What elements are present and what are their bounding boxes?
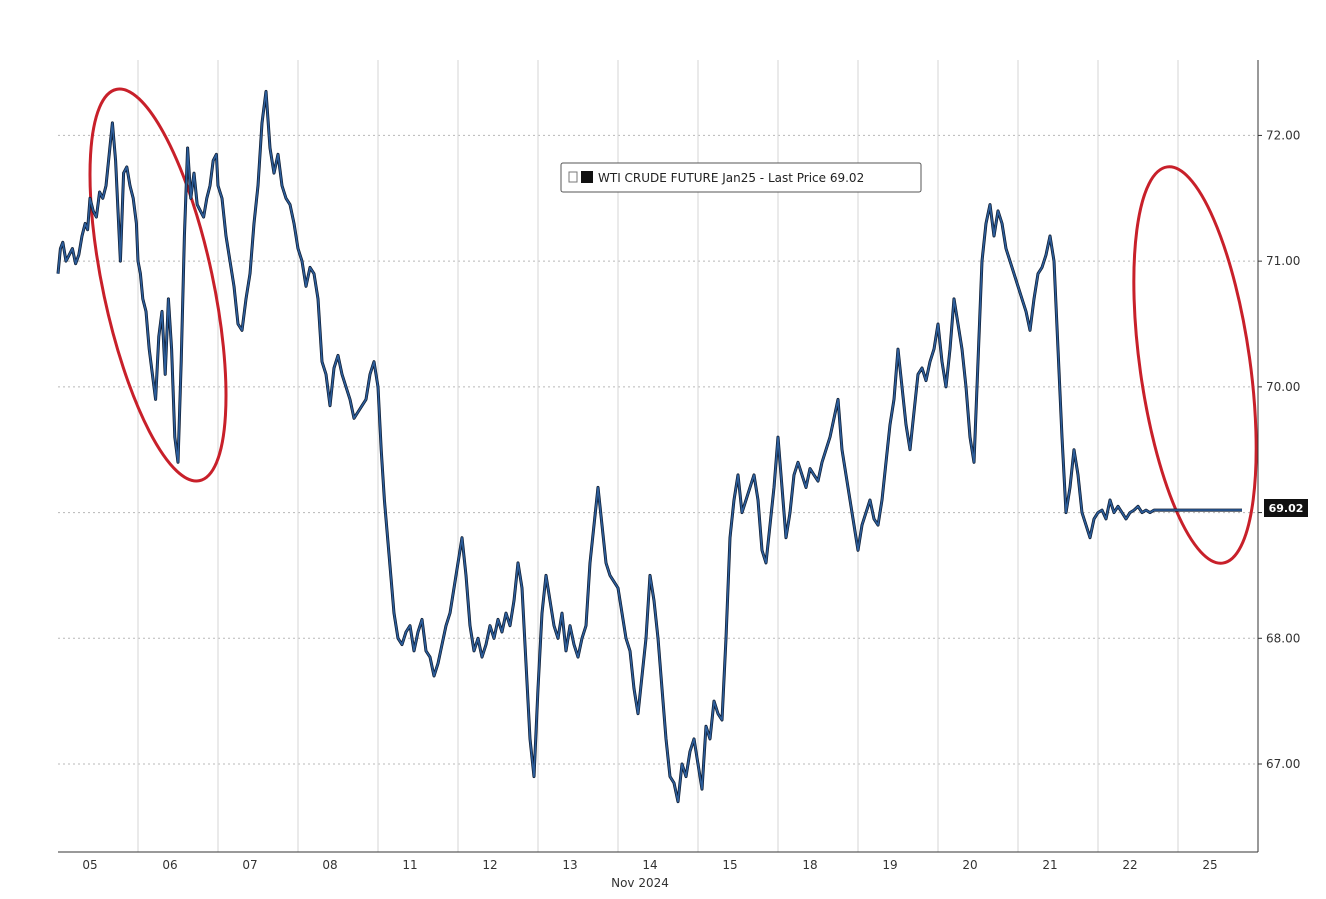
highlight-ellipses [88,87,1258,565]
legend-swatch [581,171,593,183]
x-tick-labels: 05 06 07 08 11 12 13 14 15 18 19 20 21 22 25 [82,858,1217,872]
x-tick-label: 20 [962,858,977,872]
legend-swatch-outline [568,171,578,183]
x-tick-label: 07 [242,858,257,872]
last-price-label: 69.02 [1269,502,1304,515]
series-group [56,89,1242,804]
x-tick-label: 05 [82,858,97,872]
legend: WTI CRUDE FUTURE Jan25 - Last Price 69.0… [560,162,922,193]
x-tick-label: 08 [322,858,337,872]
x-tick-label: 22 [1122,858,1137,872]
x-tick-label: 11 [402,858,417,872]
y-tick-label: 70.00 [1266,380,1300,394]
legend-entry: WTI CRUDE FUTURE Jan25 - Last Price 69.0… [598,171,864,185]
x-tick-label: 21 [1042,858,1057,872]
series-line-shadow [56,89,1242,804]
x-tick-label: 06 [162,858,177,872]
y-tick-label: 71.00 [1266,254,1300,268]
last-price-box [1264,499,1308,517]
x-tick-label: 19 [882,858,897,872]
axes [58,60,1259,853]
x-tick-label: 18 [802,858,817,872]
grid-lines [58,60,1258,852]
y-tick-label: 67.00 [1266,757,1300,771]
highlight-ellipse-left [88,87,228,483]
x-tick-label: 14 [642,858,657,872]
highlight-ellipse-right [1132,165,1258,565]
x-tick-label: 12 [482,858,497,872]
y-tick-label: 72.00 [1266,128,1300,142]
last-price-tag: 69.02 [1264,499,1308,517]
legend-box [560,162,922,193]
series-line [57,90,1242,803]
x-axis-label: Nov 2024 [611,876,669,890]
x-tick-label: 15 [722,858,737,872]
y-tick-label: 68.00 [1266,631,1300,645]
x-tick-label: 13 [562,858,577,872]
x-tick-label: 25 [1202,858,1217,872]
